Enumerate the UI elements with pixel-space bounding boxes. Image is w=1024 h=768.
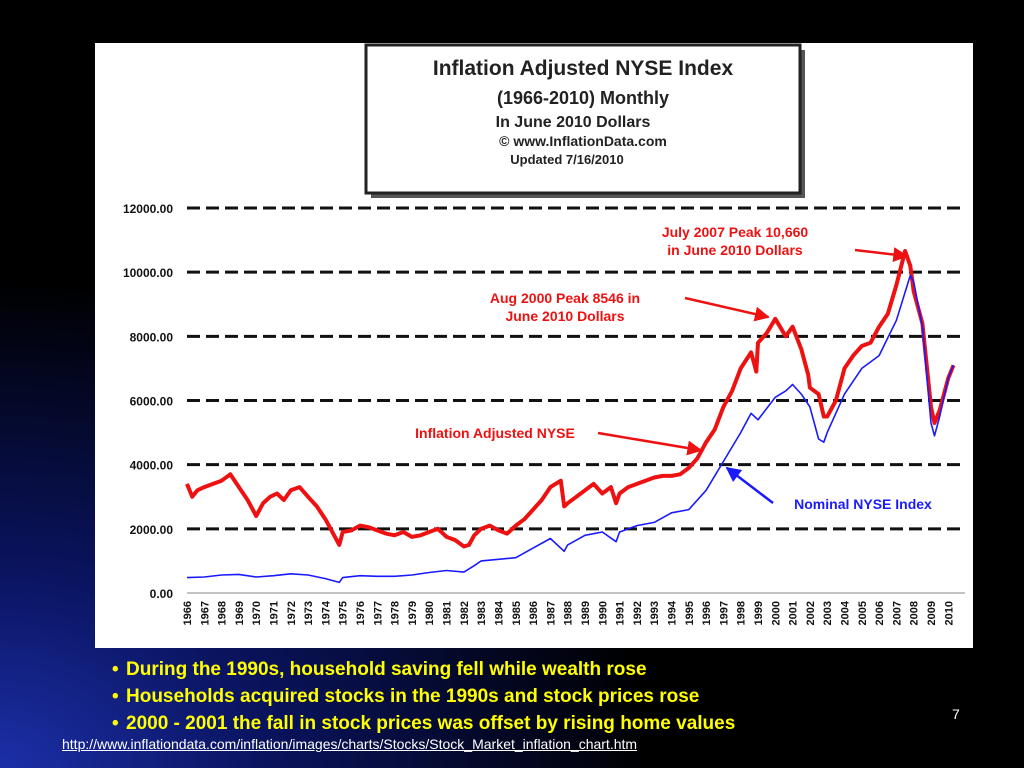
x-tick-label: 2010 <box>943 601 955 625</box>
y-tick-label: 8000.00 <box>130 330 174 344</box>
x-tick-label: 1987 <box>545 601 557 625</box>
x-tick-label: 2007 <box>891 601 903 625</box>
x-tick-label: 2009 <box>926 601 938 625</box>
annotation-label: July 2007 Peak 10,660 <box>662 224 809 240</box>
x-tick-label: 2001 <box>788 601 800 625</box>
x-tick-label: 1986 <box>528 601 540 625</box>
x-tick-label: 1971 <box>269 601 281 625</box>
x-tick-label: 1974 <box>320 600 332 625</box>
annotation-arrow <box>597 431 703 456</box>
y-tick-label: 2000.00 <box>130 523 174 537</box>
x-tick-label: 1969 <box>234 601 246 625</box>
x-tick-label: 1995 <box>684 601 696 625</box>
chart-credit: © www.InflationData.com <box>499 133 667 149</box>
source-link[interactable]: http://www.inflationdata.com/inflation/i… <box>62 736 638 752</box>
page-number: 7 <box>952 706 960 722</box>
x-tick-label: 1967 <box>199 601 211 625</box>
x-tick-label: 2004 <box>840 600 852 625</box>
x-tick-label: 1982 <box>459 601 471 625</box>
x-tick-label: 2000 <box>770 601 782 625</box>
x-tick-label: 1972 <box>286 601 298 625</box>
y-tick-label: 0.00 <box>150 587 174 601</box>
series-line-nominal <box>186 274 955 584</box>
x-tick-label: 1973 <box>303 601 315 625</box>
annotation-label: in June 2010 Dollars <box>667 242 803 258</box>
annotation-arrow <box>684 296 770 322</box>
chart-subtitle: (1966-2010) Monthly <box>497 88 669 108</box>
x-tick-label: 2003 <box>822 601 834 625</box>
bullet-item: • Households acquired stocks in the 1990s… <box>112 686 700 707</box>
x-tick-label: 2006 <box>874 601 886 625</box>
x-tick-label: 1979 <box>407 601 419 625</box>
y-tick-label: 12000.00 <box>123 202 173 216</box>
x-tick-label: 1977 <box>372 601 384 625</box>
chart-subtitle: In June 2010 Dollars <box>496 114 651 131</box>
x-tick-label: 1985 <box>511 601 523 625</box>
x-tick-label: 1966 <box>182 601 194 625</box>
x-tick-label: 1991 <box>615 601 627 625</box>
x-tick-label: 1975 <box>338 601 350 625</box>
bullet-list: • During the 1990s, household saving fell… <box>112 656 735 737</box>
y-tick-label: 4000.00 <box>130 459 174 473</box>
x-tick-label: 1994 <box>666 600 678 625</box>
annotation-label: Nominal NYSE Index <box>794 496 932 512</box>
x-tick-label: 1996 <box>701 601 713 625</box>
y-tick-label: 6000.00 <box>130 395 174 409</box>
x-tick-label: 2002 <box>805 601 817 625</box>
x-tick-label: 1993 <box>649 601 661 625</box>
chart-title: Inflation Adjusted NYSE Index <box>433 57 734 80</box>
x-tick-label: 1984 <box>493 600 505 625</box>
series-line-inflation-adjusted <box>185 249 956 549</box>
annotation-label: June 2010 Dollars <box>505 308 624 324</box>
bullet-text: Households acquired stocks in the 1990s … <box>126 686 700 707</box>
x-tick-label: 1976 <box>355 601 367 625</box>
annotation-arrow <box>854 247 909 262</box>
chart-panel: Inflation Adjusted NYSE Index (1966-2010)… <box>95 43 973 648</box>
x-tick-label: 1980 <box>424 601 436 625</box>
x-tick-label: 1970 <box>251 601 263 625</box>
bullet-item: • During the 1990s, household saving fell… <box>112 659 647 680</box>
x-tick-label: 1992 <box>632 601 644 625</box>
x-tick-label: 1990 <box>597 601 609 625</box>
bullet-text: 2000 - 2001 the fall in stock prices was… <box>126 713 736 734</box>
chart: Inflation Adjusted NYSE Index (1966-2010)… <box>123 43 965 625</box>
annotation-arrow <box>725 466 774 504</box>
chart-updated: Updated 7/16/2010 <box>510 152 623 167</box>
bullet-item: • 2000 - 2001 the fall in stock prices wa… <box>112 713 736 734</box>
x-tick-label: 1988 <box>563 601 575 625</box>
x-tick-label: 1998 <box>736 601 748 625</box>
x-tick-label: 1999 <box>753 601 765 625</box>
title-box <box>364 43 802 195</box>
x-tick-label: 1968 <box>217 601 229 625</box>
x-tick-label: 1989 <box>580 601 592 625</box>
x-tick-label: 1997 <box>718 601 730 625</box>
x-tick-label: 1981 <box>442 601 454 625</box>
annotation-label: Aug 2000 Peak 8546 in <box>490 290 640 306</box>
bullet-text: During the 1990s, household saving fell … <box>126 659 647 680</box>
x-tick-label: 1983 <box>476 601 488 625</box>
y-tick-label: 10000.00 <box>123 266 173 280</box>
x-tick-label: 1978 <box>390 601 402 625</box>
x-tick-label: 2008 <box>909 601 921 625</box>
x-tick-label: 2005 <box>857 601 869 625</box>
annotation-label: Inflation Adjusted NYSE <box>415 425 575 441</box>
